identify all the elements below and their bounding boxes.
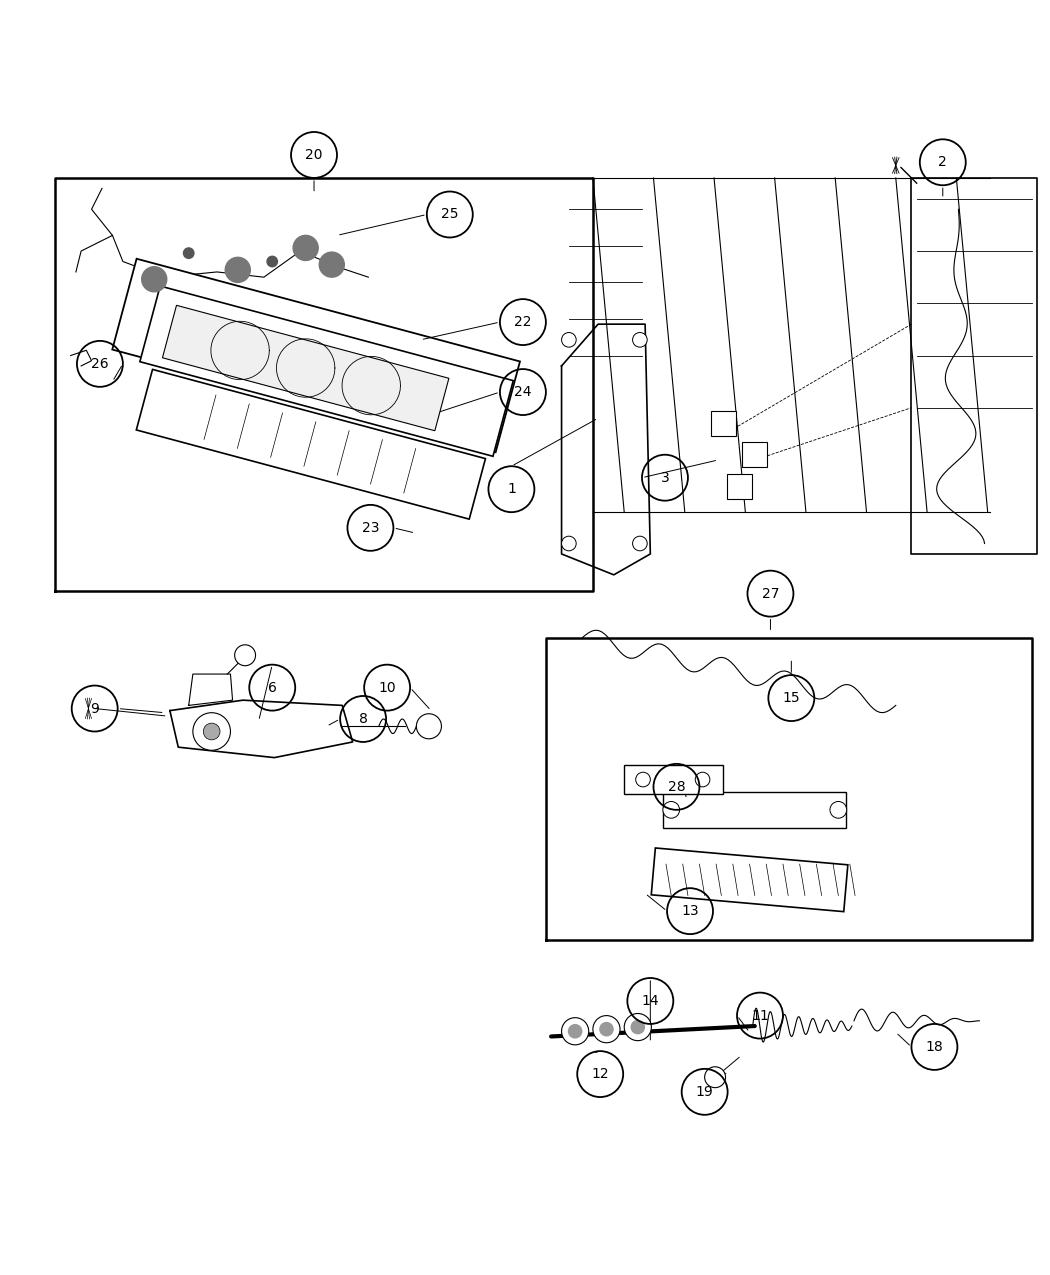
Circle shape bbox=[193, 713, 230, 750]
Circle shape bbox=[417, 714, 441, 738]
Text: 24: 24 bbox=[514, 385, 531, 399]
Circle shape bbox=[830, 802, 846, 819]
Circle shape bbox=[632, 537, 647, 551]
Polygon shape bbox=[664, 792, 846, 827]
Text: 14: 14 bbox=[642, 994, 659, 1009]
Circle shape bbox=[267, 256, 277, 266]
Circle shape bbox=[226, 258, 250, 282]
Polygon shape bbox=[163, 305, 449, 431]
Polygon shape bbox=[112, 259, 520, 453]
Circle shape bbox=[624, 1014, 651, 1040]
Text: 11: 11 bbox=[751, 1009, 769, 1023]
Polygon shape bbox=[136, 370, 485, 519]
Circle shape bbox=[630, 1020, 645, 1034]
Text: 10: 10 bbox=[378, 681, 396, 695]
Text: 1: 1 bbox=[507, 482, 516, 496]
Circle shape bbox=[593, 1016, 621, 1043]
Bar bbox=[742, 442, 768, 467]
Circle shape bbox=[562, 333, 576, 347]
Text: 26: 26 bbox=[91, 357, 109, 371]
Text: 27: 27 bbox=[761, 586, 779, 601]
Circle shape bbox=[562, 537, 576, 551]
Circle shape bbox=[204, 723, 220, 740]
Text: 6: 6 bbox=[268, 681, 277, 695]
Text: 22: 22 bbox=[514, 315, 531, 329]
Text: 15: 15 bbox=[782, 691, 800, 705]
Circle shape bbox=[184, 247, 194, 259]
Text: 8: 8 bbox=[359, 711, 368, 725]
Circle shape bbox=[142, 266, 167, 292]
Circle shape bbox=[600, 1021, 614, 1037]
Bar bbox=[711, 411, 736, 436]
Circle shape bbox=[663, 802, 679, 819]
Text: 25: 25 bbox=[441, 208, 459, 222]
Circle shape bbox=[319, 252, 344, 277]
Text: 18: 18 bbox=[925, 1040, 943, 1054]
Text: 3: 3 bbox=[660, 470, 669, 484]
Text: 9: 9 bbox=[90, 701, 99, 715]
Polygon shape bbox=[140, 286, 513, 456]
Text: 28: 28 bbox=[668, 780, 686, 794]
Circle shape bbox=[293, 236, 318, 260]
Circle shape bbox=[705, 1067, 726, 1088]
Text: 23: 23 bbox=[361, 520, 379, 534]
Text: 13: 13 bbox=[681, 904, 699, 918]
Polygon shape bbox=[651, 848, 847, 912]
Text: 19: 19 bbox=[696, 1085, 714, 1099]
Bar bbox=[727, 473, 752, 499]
Circle shape bbox=[695, 773, 710, 787]
Circle shape bbox=[568, 1024, 583, 1039]
Circle shape bbox=[632, 333, 647, 347]
Circle shape bbox=[234, 645, 255, 666]
Bar bbox=[624, 765, 723, 794]
Text: 12: 12 bbox=[591, 1067, 609, 1081]
Text: 2: 2 bbox=[939, 156, 947, 170]
Circle shape bbox=[562, 1017, 589, 1044]
Text: 20: 20 bbox=[306, 148, 322, 162]
Circle shape bbox=[635, 773, 650, 787]
